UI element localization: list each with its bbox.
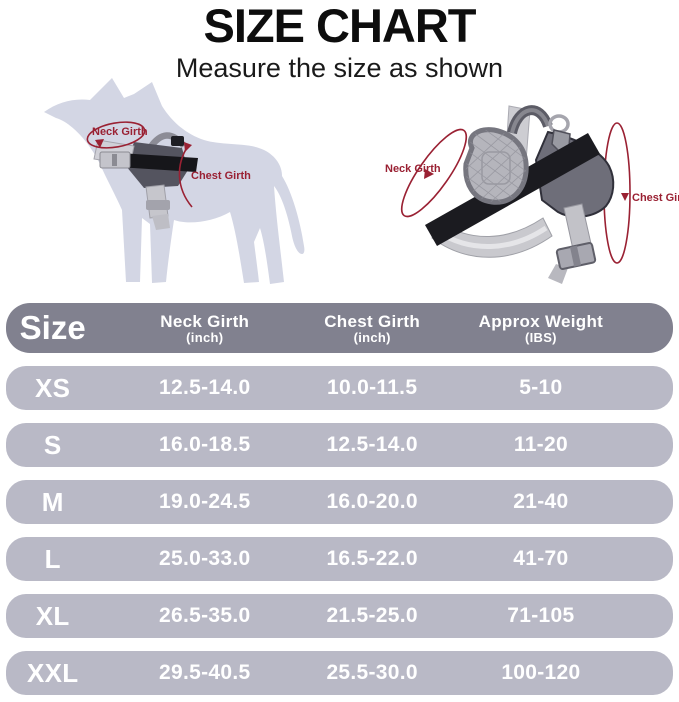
neck-girth-cell: 16.0-18.5 bbox=[159, 433, 251, 456]
table-row: XL 26.5-35.0 21.5-25.0 71-105 bbox=[6, 594, 673, 638]
chest-girth-cell: 16.0-20.0 bbox=[326, 490, 418, 513]
chest-girth-label: Chest Girth bbox=[632, 192, 679, 204]
dog-harness-handle-wrap bbox=[171, 136, 184, 146]
size-cell: XL bbox=[35, 600, 70, 631]
size-cell: M bbox=[41, 486, 64, 517]
chest-girth-cell: 16.5-22.0 bbox=[326, 547, 418, 570]
size-cell: XS bbox=[35, 372, 71, 403]
neck-girth-cell: 19.0-24.5 bbox=[159, 490, 251, 513]
weight-cell: 41-70 bbox=[513, 547, 569, 570]
page-subtitle: Measure the size as shown bbox=[175, 53, 504, 83]
neck-girth-arrow-icon bbox=[424, 169, 434, 179]
harness-reflective-strap bbox=[431, 217, 553, 258]
harness-handle-highlight bbox=[510, 108, 550, 134]
chest-girth-label: Chest Girth bbox=[191, 170, 251, 182]
header-chest-girth: Chest Girth (inch) bbox=[324, 311, 421, 346]
harness-measurement-figure: Neck Girth Chest Girth bbox=[385, 105, 679, 284]
dog-harness-buckle-slot bbox=[112, 154, 117, 166]
chest-girth-arrow-icon bbox=[184, 142, 192, 152]
weight-cell: 5-10 bbox=[519, 376, 563, 399]
chest-girth-cell: 25.5-30.0 bbox=[326, 661, 418, 684]
dog-measurement-figure: Neck Girth Chest Girth bbox=[44, 78, 305, 284]
weight-cell: 11-20 bbox=[513, 433, 568, 456]
weight-cell: 71-105 bbox=[507, 604, 575, 627]
table-row: M 19.0-24.5 16.0-20.0 21-40 bbox=[6, 480, 673, 524]
neck-girth-cell: 25.0-33.0 bbox=[159, 547, 251, 570]
weight-cell: 21-40 bbox=[513, 490, 569, 513]
size-cell: L bbox=[44, 543, 61, 574]
chest-girth-cell: 10.0-11.5 bbox=[327, 376, 418, 399]
neck-girth-ellipse bbox=[86, 121, 146, 149]
neck-girth-cell: 29.5-40.5 bbox=[159, 661, 251, 684]
page-title: SIZE CHART bbox=[203, 0, 477, 52]
size-table: Size Neck Girth (inch) Chest Girth (inch… bbox=[6, 303, 673, 695]
chest-girth-arrow-icon bbox=[621, 193, 629, 201]
size-cell: S bbox=[43, 429, 62, 460]
table-row: XXL 29.5-40.5 25.5-30.0 100-120 bbox=[6, 651, 673, 695]
header-approx-weight: Approx Weight (IBS) bbox=[478, 311, 604, 346]
mesh-inner-frame bbox=[481, 151, 511, 185]
dog-harness-strap-tip bbox=[152, 214, 170, 230]
neck-girth-label: Neck Girth bbox=[385, 163, 441, 175]
table-row: S 16.0-18.5 12.5-14.0 11-20 bbox=[6, 423, 673, 467]
table-header-row: Size Neck Girth (inch) Chest Girth (inch… bbox=[6, 303, 673, 353]
neck-girth-cell: 26.5-35.0 bbox=[159, 604, 251, 627]
neck-girth-label: Neck Girth bbox=[92, 126, 148, 138]
header-neck-girth: Neck Girth (inch) bbox=[160, 311, 250, 346]
dog-harness-strap-slide bbox=[146, 200, 170, 210]
table-row: L 25.0-33.0 16.5-22.0 41-70 bbox=[6, 537, 673, 581]
harness-buckle-bar bbox=[570, 245, 582, 267]
table-row: XS 12.5-14.0 10.0-11.5 5-10 bbox=[6, 366, 673, 410]
weight-cell: 100-120 bbox=[501, 661, 581, 684]
d-ring-icon bbox=[548, 114, 570, 134]
size-cell: XXL bbox=[26, 657, 79, 688]
header-size: Size bbox=[19, 309, 86, 346]
neck-girth-cell: 12.5-14.0 bbox=[159, 376, 251, 399]
chest-girth-cell: 21.5-25.0 bbox=[326, 604, 418, 627]
neck-girth-arrow-icon bbox=[95, 139, 104, 148]
chest-girth-cell: 12.5-14.0 bbox=[326, 433, 418, 456]
mesh-texture bbox=[465, 129, 527, 203]
neck-girth-ellipse bbox=[400, 128, 468, 218]
